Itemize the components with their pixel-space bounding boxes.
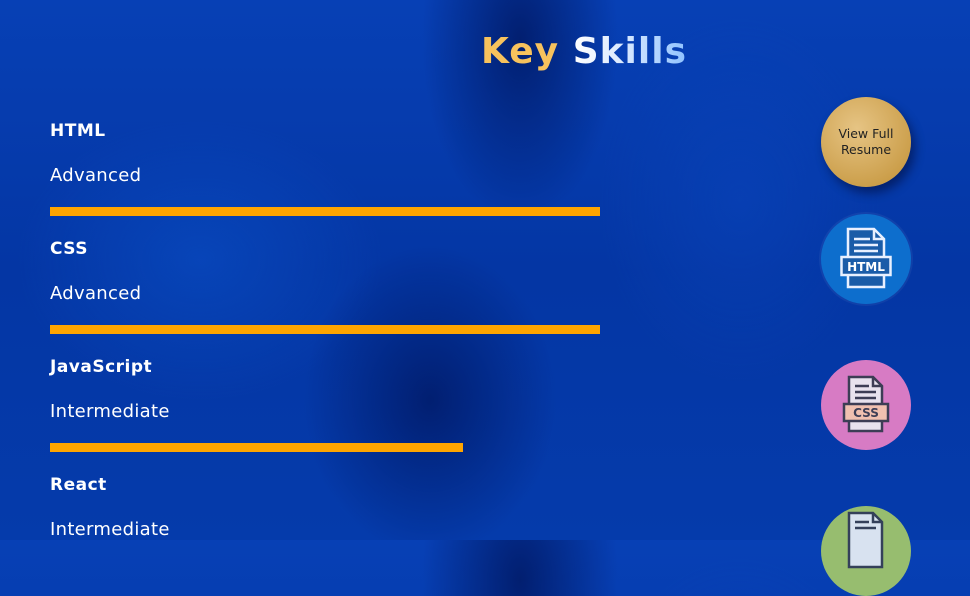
skill-name: CSS <box>50 239 89 259</box>
skill-progress-fill <box>50 325 600 334</box>
skill-level: Advanced <box>50 165 142 186</box>
skill-level: Advanced <box>50 283 142 304</box>
css-file-icon: CSS <box>842 375 890 433</box>
view-full-resume-button[interactable]: View Full Resume <box>821 97 911 187</box>
page-title: Key Skills <box>0 30 970 74</box>
css-file-icon-label: CSS <box>853 406 879 420</box>
html-file-icon: HTML <box>840 227 892 289</box>
html-file-icon-label: HTML <box>847 260 885 274</box>
skill-name: HTML <box>50 121 106 141</box>
skill-progress-bar <box>50 443 600 452</box>
skill-progress-fill <box>50 207 600 216</box>
skill-name: JavaScript <box>50 357 153 377</box>
next-file-button[interactable] <box>821 506 911 596</box>
skill-level: Intermediate <box>50 401 170 422</box>
view-full-resume-label: View Full Resume <box>838 126 894 157</box>
skill-name: React <box>50 475 107 495</box>
skill-progress-bar <box>50 325 600 334</box>
skill-progress-fill <box>50 443 463 452</box>
skill-progress-bar <box>50 207 600 216</box>
html-file-button[interactable]: HTML <box>821 214 911 304</box>
title-word-key: Key <box>480 31 560 72</box>
skill-level: Intermediate <box>50 519 170 540</box>
file-icon <box>847 511 884 569</box>
title-word-skills: Skills <box>572 31 688 72</box>
css-file-button[interactable]: CSS <box>821 360 911 450</box>
